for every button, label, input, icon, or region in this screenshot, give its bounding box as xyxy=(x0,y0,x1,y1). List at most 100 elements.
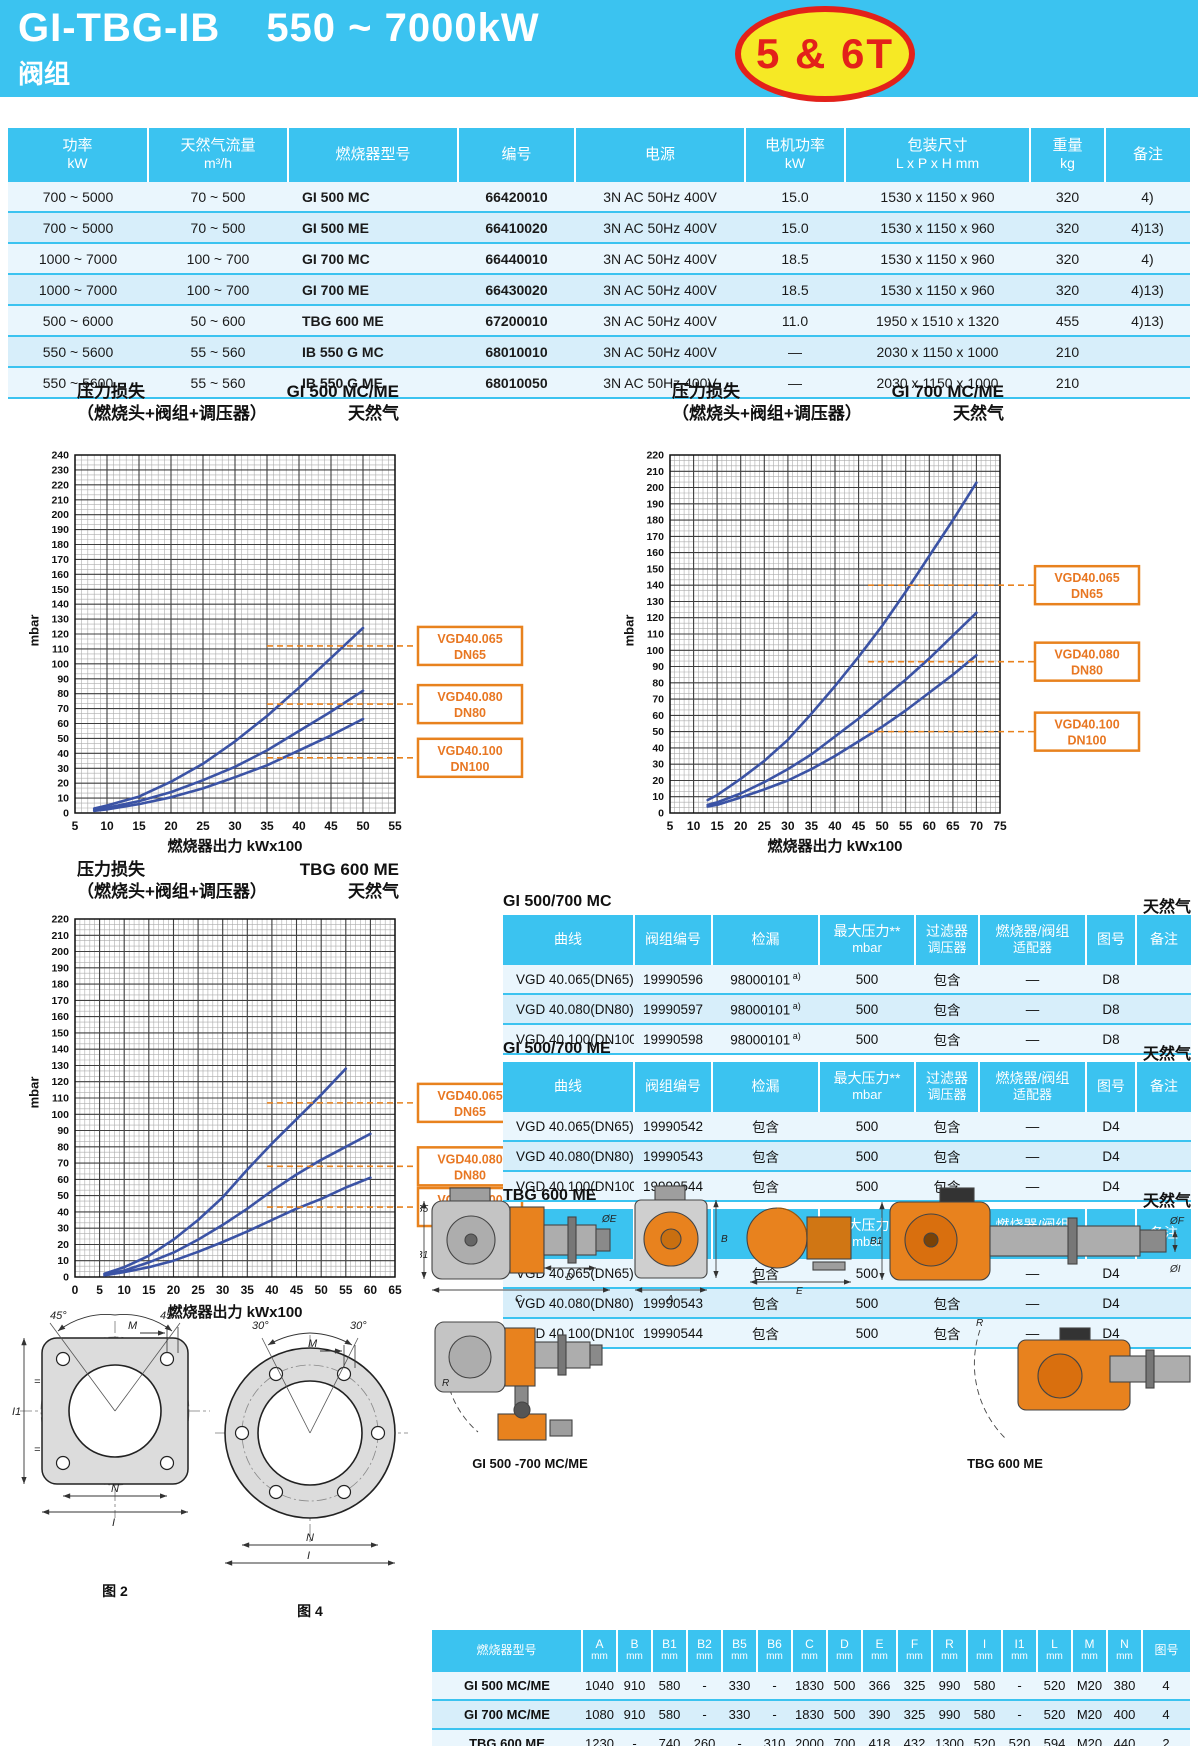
column-header: 图号 xyxy=(1085,915,1136,964)
dim-letter: A xyxy=(595,1637,604,1651)
y-tick-label: 80 xyxy=(57,688,69,700)
x-tick-label: 45 xyxy=(324,819,338,833)
svg-text:B1: B1 xyxy=(870,1236,882,1247)
curve-dn: (DN80) xyxy=(590,1001,634,1017)
column-header: 检漏 xyxy=(711,1062,819,1111)
y-tick-label: 110 xyxy=(52,1093,69,1105)
dim-unit: mm xyxy=(626,1651,643,1662)
dim-value-cell: 580 xyxy=(967,1699,1002,1729)
dim-value-cell: 1830 xyxy=(792,1699,827,1729)
y-tick-label: 10 xyxy=(57,1255,69,1267)
y-tick-label: 190 xyxy=(51,524,69,536)
model-cell: GI 500 MC/ME xyxy=(432,1670,582,1700)
x-tick-label: 45 xyxy=(852,819,866,833)
curve-cell: VGD 40.100(DN100) xyxy=(503,1170,634,1201)
leak-check-cell: 98000101 a) xyxy=(712,993,819,1024)
max-pressure-cell: 500 xyxy=(819,1317,915,1348)
y-tick-label: 60 xyxy=(57,718,69,730)
dim-value-cell: - xyxy=(722,1728,757,1746)
x-axis-label: 燃烧器出力 kWx100 xyxy=(767,838,903,855)
y-tick-label: 140 xyxy=(646,580,664,592)
supply-cell: 3N AC 50Hz 400V xyxy=(575,211,745,243)
y-tick-label: 40 xyxy=(57,1206,69,1218)
dim-letter: C xyxy=(805,1637,814,1651)
power-cell: 550 ~ 5600 xyxy=(8,366,148,398)
svg-text:B1: B1 xyxy=(420,1250,428,1261)
y-tick-label: 170 xyxy=(51,554,69,566)
table-row: VGD 40.080 (DN80) 19990597 98000101 a) 500 包含… xyxy=(503,993,1191,1024)
note-cell xyxy=(1136,993,1191,1024)
weight-cell: 320 xyxy=(1030,273,1105,305)
dim-value-cell: 500 xyxy=(827,1699,862,1729)
flow-cell: 50 ~ 600 xyxy=(148,304,288,336)
figure-cell: D4 xyxy=(1086,1287,1136,1318)
burner-drawings: B5 B1 C D ØE A B E B1 ØF ØI R R GI 500 -… xyxy=(416,1180,1198,1492)
curve-name: VGD 40.100 xyxy=(516,1178,591,1194)
weight-cell: 210 xyxy=(1030,335,1105,367)
annotation-curve-name: VGD40.065 xyxy=(437,632,502,646)
y-tick-label: 180 xyxy=(51,979,69,991)
y-tick-label: 70 xyxy=(57,1158,69,1170)
footnote-marker: a) xyxy=(790,1000,801,1011)
max-pressure-cell: 500 xyxy=(819,1110,915,1141)
filter-cell: 包含 xyxy=(915,1023,979,1054)
y-tick-label: 230 xyxy=(51,464,69,476)
header-line1: 燃烧器型号 xyxy=(335,145,411,163)
svg-text:R: R xyxy=(976,1318,983,1329)
dim-letter: B5 xyxy=(732,1637,747,1651)
curve-dn: (DN80) xyxy=(590,1148,634,1164)
x-axis-label: 燃烧器出力 kWx100 xyxy=(167,838,303,855)
svg-text:45°: 45° xyxy=(50,1310,67,1322)
dim-value-cell: 910 xyxy=(617,1699,652,1729)
x-tick-label: 40 xyxy=(265,1283,279,1297)
svg-text:30°: 30° xyxy=(350,1320,367,1332)
column-header: 检漏 xyxy=(711,915,819,964)
dim-value-cell: 1300 xyxy=(932,1728,967,1746)
tbg-lower-view xyxy=(973,1327,1191,1439)
chart-title: 压力损失 xyxy=(77,860,145,879)
svg-text:B: B xyxy=(721,1234,728,1245)
x-tick-label: 25 xyxy=(191,1283,205,1297)
y-tick-label: 40 xyxy=(57,748,69,760)
square-flange-fig2 xyxy=(20,1314,210,1518)
column-header: I1 mm xyxy=(1001,1630,1037,1671)
y-tick-label: 190 xyxy=(51,962,69,974)
pressure-curve xyxy=(103,1067,348,1275)
column-header: 电源 xyxy=(574,128,745,181)
curve-dn: (DN80) xyxy=(590,1295,634,1311)
flow-cell: 70 ~ 500 xyxy=(148,180,288,212)
y-tick-label: 170 xyxy=(646,531,664,543)
motor-cell: 18.5 xyxy=(745,273,845,305)
figure-cell: D4 xyxy=(1086,1110,1136,1141)
max-pressure-cell: 500 xyxy=(819,963,915,994)
annotation-curve-name: VGD40.080 xyxy=(1054,648,1119,662)
y-tick-label: 20 xyxy=(57,778,69,790)
dim-value-cell: 400 xyxy=(1107,1699,1142,1729)
max-pressure-cell: 500 xyxy=(819,1140,915,1171)
dim-unit: mm xyxy=(591,1651,608,1662)
y-tick-label: 140 xyxy=(51,1044,69,1056)
figure-cell: D4 xyxy=(1086,1170,1136,1201)
header-line2: m³/h xyxy=(204,155,232,171)
x-tick-label: 40 xyxy=(828,819,842,833)
column-header: 编号 xyxy=(457,128,575,181)
packing-cell: 1950 x 1510 x 1320 xyxy=(845,304,1030,336)
power-cell: 550 ~ 5600 xyxy=(8,335,148,367)
supply-cell: 3N AC 50Hz 400V xyxy=(575,304,745,336)
dim-value-cell: 260 xyxy=(687,1728,722,1746)
dim-value-cell: M20 xyxy=(1072,1670,1107,1700)
curve-name: VGD 40.080 xyxy=(516,1001,591,1017)
model-series: GI-TBG-IB xyxy=(18,6,221,50)
curve-dn: (DN65) xyxy=(590,971,634,987)
column-header: 燃烧器/阀组适配器 xyxy=(978,1062,1086,1111)
supply-cell: 3N AC 50Hz 400V xyxy=(575,335,745,367)
annotation-box xyxy=(1033,641,1141,682)
header-line2: kW xyxy=(67,155,88,171)
